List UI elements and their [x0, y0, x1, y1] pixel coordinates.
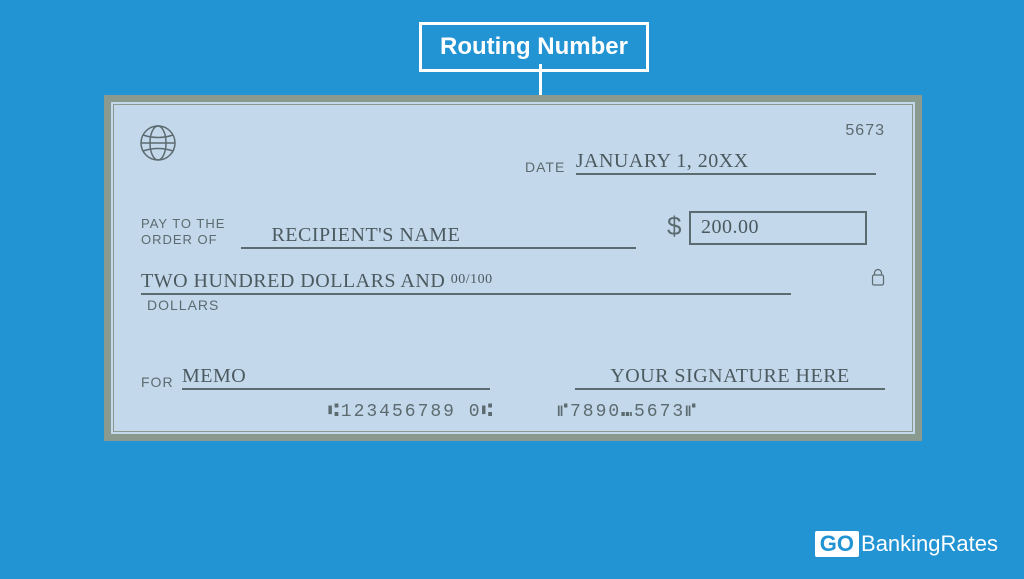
written-amount-row: TWO HUNDRED DOLLARS AND 00/100 DOLLARS	[141, 270, 867, 313]
globe-icon	[139, 124, 177, 167]
logo-text: BankingRates	[861, 531, 998, 556]
dollar-sign: $	[667, 211, 681, 242]
amount-numeric: 200.00	[701, 216, 759, 238]
amount-written: TWO HUNDRED DOLLARS AND 00/100	[141, 270, 493, 292]
date-value: JANUARY 1, 20XX	[576, 150, 749, 172]
signature-value: YOUR SIGNATURE HERE	[610, 365, 850, 387]
signature-row: YOUR SIGNATURE HERE	[575, 365, 885, 390]
pay-to-label: PAY TO THE ORDER OF	[141, 216, 237, 249]
date-label: DATE	[525, 159, 565, 175]
check-number: 5673	[845, 122, 885, 140]
check-graphic: 5673 DATE JANUARY 1, 20XX PAY TO THE ORD…	[104, 95, 922, 441]
brand-logo: GOBankingRates	[815, 531, 998, 557]
for-label: FOR	[141, 374, 174, 390]
dollars-label: DOLLARS	[147, 297, 219, 313]
memo-value: MEMO	[182, 365, 246, 387]
date-row: DATE JANUARY 1, 20XX	[525, 150, 885, 175]
micr-line: ⑆123456789 0⑆ ⑈7890⑉5673⑈	[111, 402, 915, 422]
memo-row: FOR MEMO	[141, 365, 501, 390]
micr-account-number: ⑈7890⑉5673⑈	[557, 402, 698, 422]
callout-label: Routing Number	[440, 33, 628, 60]
amount-box: 200.00	[689, 211, 867, 245]
recipient-name: RECIPIENT'S NAME	[271, 224, 460, 246]
callout-routing-number: Routing Number	[419, 22, 649, 72]
micr-routing-number: ⑆123456789 0⑆	[328, 402, 494, 422]
logo-go: GO	[815, 531, 859, 557]
lock-icon	[871, 268, 885, 291]
